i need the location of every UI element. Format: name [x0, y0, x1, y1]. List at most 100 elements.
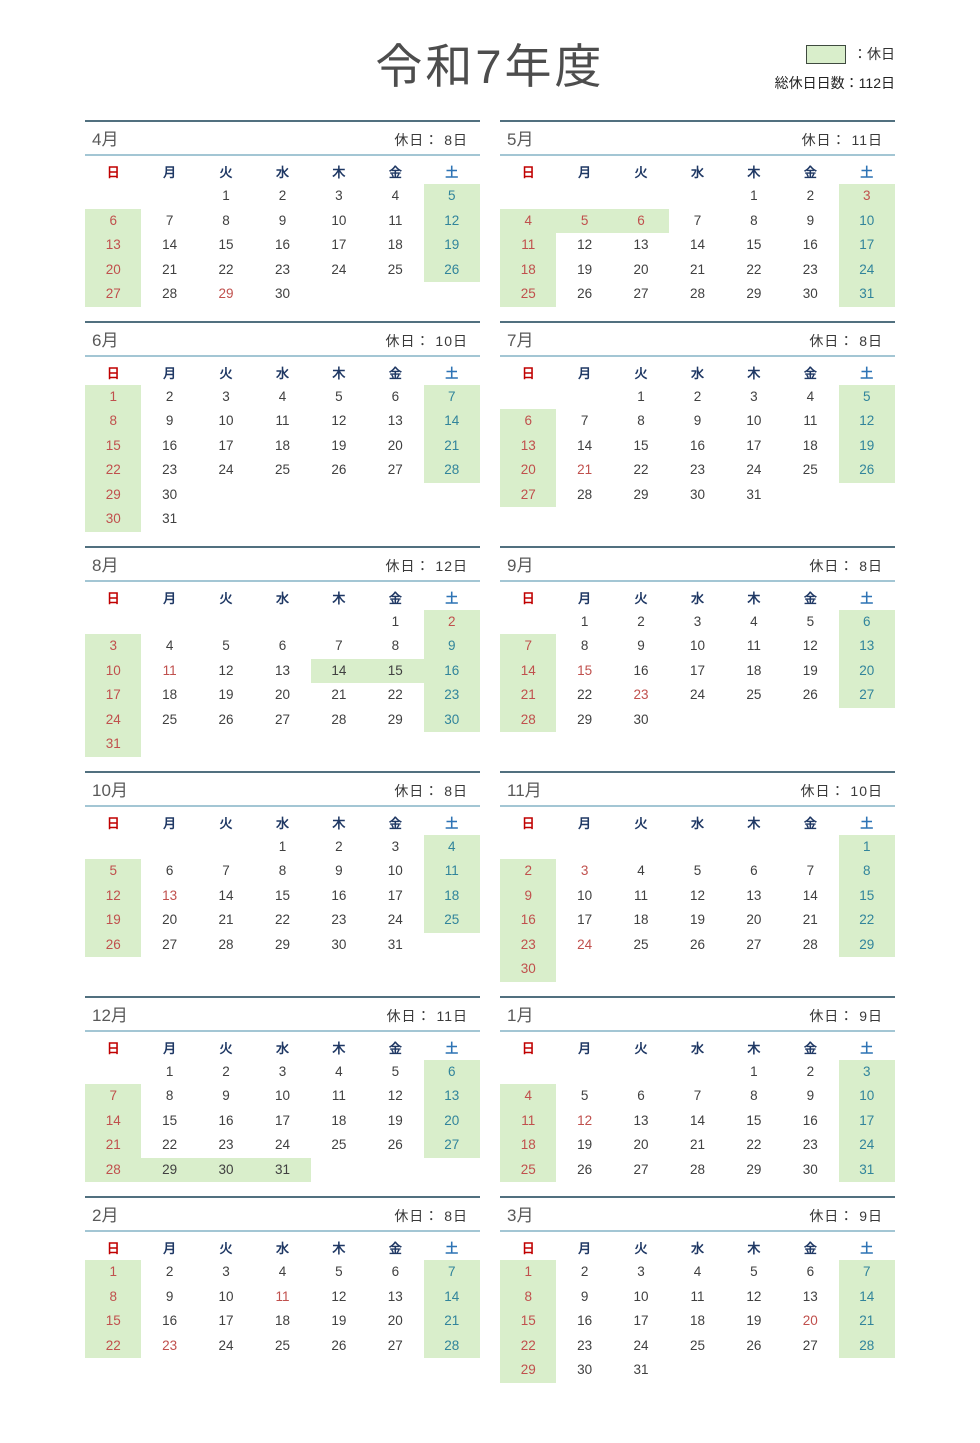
day-cell: 27 [838, 683, 895, 708]
week-row: 1 2 3 4 5 [85, 184, 480, 209]
day-cell: 2 [806, 188, 815, 203]
day-cell: 3 [693, 613, 702, 629]
day-cell: 3 [278, 1063, 287, 1079]
month-title: 9月 [507, 555, 534, 575]
day-cell: 7 [335, 638, 343, 653]
day-cell: 22 [274, 912, 290, 927]
day-cell: 1 [278, 838, 287, 854]
month-block: 1月 休日： 9日日月火水木金土 1 2 3 4 5 6 7 8 9 10 11 12 13 14 15 16 17… [500, 995, 895, 1182]
week-row: 2 3 4 5 6 7 8 [500, 859, 895, 884]
day-cell: 30 [577, 1362, 593, 1377]
day-cell: 17 [387, 887, 403, 903]
day-cell: 29 [141, 1157, 198, 1182]
weekday-header: 水 [275, 165, 289, 180]
empty-cell [367, 483, 423, 508]
day-cell: 27 [633, 1161, 649, 1177]
day-cell: 24 [746, 462, 762, 477]
day-cell: 5 [423, 184, 480, 209]
week-row: 22 23 24 25 26 27 28 [85, 458, 480, 483]
month-title: 6月 [92, 330, 119, 350]
month-header: 7月 休日： 8日 [500, 320, 895, 357]
weekday-header-row: 日月火水木金土 [500, 1232, 895, 1260]
day-cell: 11 [690, 1288, 705, 1304]
day-cell: 16 [500, 908, 557, 933]
day-cell: 4 [637, 863, 645, 878]
day-cell: 1 [838, 834, 895, 859]
month-block: 10月 休日： 8日日月火水木金土 1 2 3 4 5 6 7 8 9 10 11 12 13 14 15 16 1… [85, 770, 480, 982]
day-cell: 5 [391, 1063, 400, 1079]
day-cell: 28 [331, 711, 347, 727]
day-cell: 10 [577, 887, 593, 903]
day-cell: 21 [85, 1133, 142, 1158]
day-cell: 28 [577, 486, 593, 502]
day-cell: 25 [423, 908, 480, 933]
week-row: 1 2 3 4 [85, 834, 480, 860]
day-cell: 26 [577, 286, 593, 301]
day-cell: 1 [391, 613, 400, 629]
weekday-header: 日 [106, 590, 120, 606]
weekday-header: 日 [106, 365, 120, 381]
day-cell: 16 [633, 662, 649, 678]
day-cell: 22 [746, 1137, 762, 1152]
empty-cell [424, 507, 480, 532]
day-cell: 11 [388, 212, 403, 228]
week-row: 25 26 27 28 29 30 31 [500, 282, 895, 307]
day-cell: 21 [500, 683, 557, 708]
weekday-header-row: 日月火水木金土 [85, 1232, 480, 1260]
weekday-header: 日 [521, 590, 535, 606]
weekday-header: 土 [860, 365, 874, 381]
day-cell: 30 [85, 507, 142, 532]
day-cell: 25 [633, 936, 649, 952]
week-row: 24 25 26 27 28 29 30 [85, 707, 480, 732]
week-row: 16 17 18 19 20 21 22 [500, 908, 895, 933]
day-cell: 20 [633, 1137, 649, 1152]
day-cell: 10 [838, 208, 895, 233]
day-cell: 7 [838, 1260, 895, 1285]
day-cell: 12 [85, 883, 142, 908]
day-cell: 19 [331, 437, 347, 453]
empty-cell [782, 708, 838, 733]
day-cell: 16 [802, 237, 818, 252]
weekday-header: 火 [634, 815, 648, 831]
empty-cell [198, 835, 254, 860]
day-cell: 4 [423, 834, 480, 859]
day-cell: 28 [689, 286, 705, 301]
day-cell: 17 [689, 662, 705, 678]
weekday-header: 火 [219, 815, 233, 831]
day-cell: 5 [85, 859, 142, 884]
day-cell: 9 [637, 638, 645, 653]
day-cell: 7 [693, 1088, 702, 1103]
day-cell: 14 [423, 409, 480, 434]
month-block: 11月 休日： 10日日月火水木金土 1 2 3 4 5 6 7 8 9 10 11 12 13 14 15 16… [500, 770, 895, 982]
empty-cell [556, 835, 612, 860]
week-row: 8 9 10 11 12 13 14 [85, 409, 480, 434]
day-cell: 15 [746, 237, 762, 252]
day-cell: 19 [218, 687, 234, 702]
day-cell: 12 [802, 638, 818, 653]
day-cell: 8 [838, 859, 895, 884]
empty-cell [141, 610, 197, 635]
day-cell: 10 [274, 1088, 290, 1103]
day-cell: 24 [577, 936, 593, 952]
day-cell: 4 [165, 638, 174, 653]
holiday-swatch-icon [806, 44, 846, 64]
day-cell: 22 [387, 687, 403, 702]
day-cell: 17 [746, 437, 762, 453]
empty-cell [669, 1358, 725, 1383]
day-cell: 10 [838, 1084, 895, 1109]
empty-cell [782, 483, 838, 508]
weekday-header: 土 [860, 1040, 874, 1056]
day-cell: 26 [331, 1337, 347, 1353]
empty-cell [726, 1358, 782, 1383]
day-cell: 18 [500, 257, 557, 282]
weekday-header: 月 [578, 365, 592, 381]
weekday-header: 木 [332, 590, 346, 606]
month-title: 1月 [507, 1005, 534, 1025]
week-row: 14 15 16 17 18 19 20 [85, 1108, 480, 1133]
day-cell: 17 [577, 912, 593, 927]
day-cell: 11 [275, 1288, 290, 1304]
day-cell: 17 [633, 1313, 649, 1328]
month-title: 5月 [507, 130, 534, 149]
day-cell: 3 [838, 1059, 895, 1084]
weekday-header: 火 [219, 590, 233, 606]
